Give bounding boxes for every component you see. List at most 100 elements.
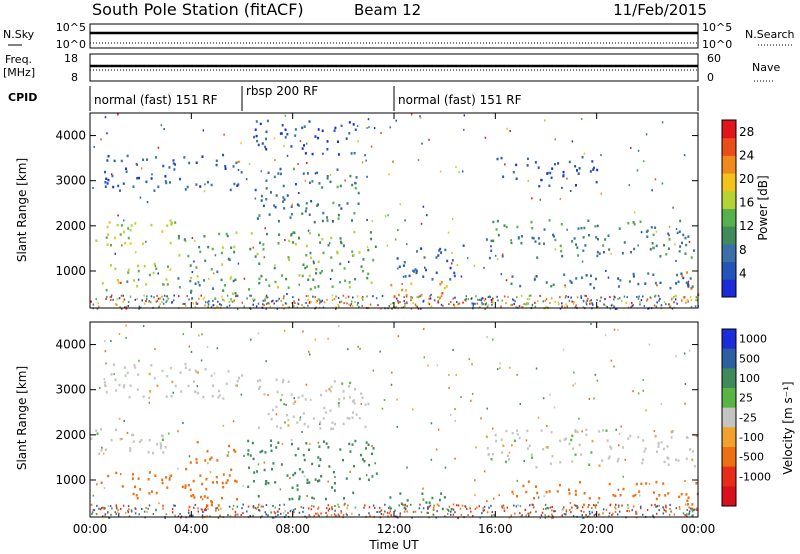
noise-cell bbox=[675, 295, 678, 298]
noise-cell bbox=[591, 511, 593, 514]
noise-cell bbox=[662, 512, 665, 515]
power-colorbar-tick: 16 bbox=[739, 196, 754, 210]
noise-cell bbox=[243, 454, 245, 457]
echo-cell bbox=[583, 492, 586, 495]
noise-cell bbox=[122, 294, 125, 297]
echo-cell bbox=[364, 403, 367, 406]
noise-cell bbox=[508, 451, 511, 454]
echo-cell bbox=[633, 223, 636, 226]
noise-cell bbox=[274, 506, 277, 509]
echo-cell bbox=[132, 473, 135, 476]
echo-cell bbox=[148, 273, 151, 277]
noise-cell bbox=[405, 243, 408, 246]
noise-cell bbox=[549, 302, 551, 305]
noise-cell bbox=[637, 244, 639, 247]
echo-cell bbox=[317, 260, 320, 263]
noise-cell bbox=[628, 510, 631, 513]
noise-cell bbox=[110, 173, 113, 176]
noise-cell bbox=[417, 296, 420, 299]
echo-cell bbox=[218, 394, 221, 397]
noise-cell bbox=[614, 507, 617, 510]
noise-cell bbox=[650, 297, 653, 300]
power-ylabel: Slant Range [km] bbox=[15, 158, 29, 262]
noise-cell bbox=[509, 366, 511, 369]
echo-cell bbox=[348, 132, 351, 135]
date-label: 11/Feb/2015 bbox=[613, 1, 707, 19]
noise-cell bbox=[210, 306, 213, 309]
echo-cell bbox=[604, 238, 607, 241]
noise-cell bbox=[505, 279, 508, 282]
noise-cell bbox=[595, 504, 598, 507]
echo-cell bbox=[317, 456, 320, 459]
noise-cell bbox=[430, 305, 433, 308]
noise-cell bbox=[137, 278, 140, 281]
echo-cell bbox=[438, 498, 441, 502]
noise-cell bbox=[167, 297, 169, 300]
noise-cell bbox=[474, 479, 476, 482]
noise-cell bbox=[255, 305, 258, 308]
echo-cell bbox=[333, 489, 336, 492]
noise-cell bbox=[473, 264, 476, 267]
echo-cell bbox=[652, 246, 655, 250]
echo-cell bbox=[348, 121, 351, 124]
noise-cell bbox=[417, 307, 420, 310]
echo-cell bbox=[120, 224, 123, 227]
noise-cell bbox=[638, 494, 641, 497]
noise-cell bbox=[285, 302, 288, 305]
noise-cell bbox=[231, 300, 234, 303]
echo-cell bbox=[165, 476, 168, 479]
noise-cell bbox=[236, 307, 239, 310]
noise-cell bbox=[340, 510, 342, 513]
noise-cell bbox=[613, 298, 615, 301]
noise-cell bbox=[594, 504, 596, 507]
y-tick-label: 1000 bbox=[55, 473, 86, 487]
noise-cell bbox=[694, 508, 696, 511]
echo-cell bbox=[403, 260, 406, 264]
echo-cell bbox=[540, 429, 543, 432]
noise-cell bbox=[553, 510, 555, 513]
noise-cell bbox=[263, 304, 265, 307]
noise-cell bbox=[327, 504, 330, 507]
noise-cell bbox=[202, 511, 204, 514]
echo-cell bbox=[678, 495, 681, 499]
echo-cell bbox=[326, 177, 329, 180]
noise-cell bbox=[613, 328, 616, 331]
echo-cell bbox=[321, 238, 324, 241]
echo-cell bbox=[288, 498, 291, 501]
noise-cell bbox=[195, 302, 198, 305]
noise-cell bbox=[317, 507, 319, 510]
noise-cell bbox=[110, 339, 112, 342]
noise-cell bbox=[657, 294, 660, 297]
echo-cell bbox=[257, 426, 260, 429]
noise-cell bbox=[237, 168, 240, 171]
echo-cell bbox=[131, 477, 134, 480]
echo-cell bbox=[333, 380, 336, 383]
noise-cell bbox=[333, 298, 336, 301]
noise-cell bbox=[119, 306, 121, 309]
echo-cell bbox=[645, 482, 648, 485]
noise-cell bbox=[311, 504, 313, 507]
noise-cell bbox=[92, 508, 95, 511]
echo-cell bbox=[405, 294, 408, 297]
noise-cell bbox=[602, 508, 605, 511]
noise-cell bbox=[427, 507, 429, 510]
noise-cell bbox=[503, 295, 506, 298]
noise-cell bbox=[116, 511, 119, 514]
noise-cell bbox=[572, 514, 575, 517]
noise-cell bbox=[267, 394, 269, 397]
echo-cell bbox=[189, 291, 192, 294]
noise-cell bbox=[692, 514, 694, 517]
noise-cell bbox=[148, 401, 151, 404]
echo-cell bbox=[577, 254, 580, 257]
noise-cell bbox=[503, 509, 506, 512]
noise-cell bbox=[458, 302, 460, 305]
echo-cell bbox=[577, 172, 580, 175]
echo-cell bbox=[552, 283, 555, 287]
noise-cell bbox=[469, 507, 471, 510]
noise-cell bbox=[594, 513, 597, 516]
noise-cell bbox=[377, 304, 379, 307]
noise-cell bbox=[243, 305, 245, 308]
echo-cell bbox=[142, 242, 145, 246]
noise-cell bbox=[564, 285, 567, 288]
